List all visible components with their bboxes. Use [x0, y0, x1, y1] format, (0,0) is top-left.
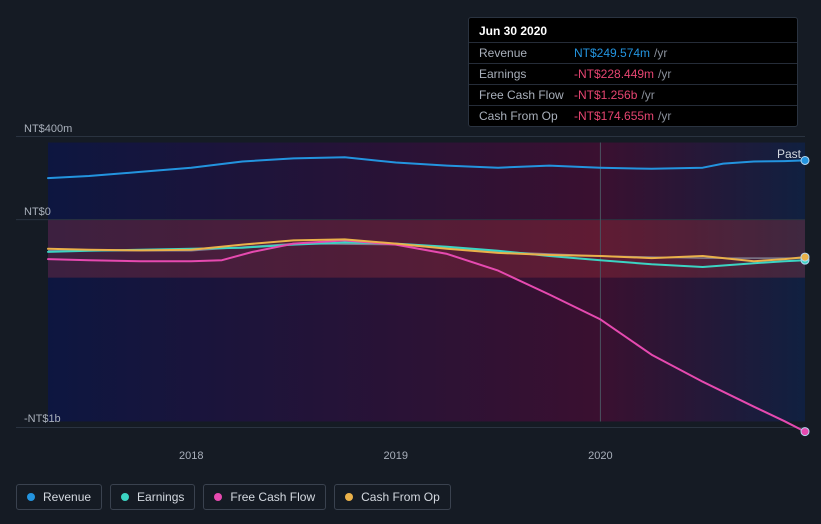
- legend-dot-icon: [214, 493, 222, 501]
- x-axis-label: 2020: [588, 450, 612, 462]
- chart-svg: [16, 122, 805, 442]
- tooltip-metric-label: Revenue: [479, 46, 574, 60]
- tooltip-row: Free Cash Flow-NT$1.256b/yr: [469, 84, 797, 105]
- x-axis-label: 2018: [179, 450, 203, 462]
- financials-chart[interactable]: NT$400mNT$0-NT$1b201820192020Past: [16, 122, 805, 442]
- legend-label: Earnings: [137, 490, 184, 504]
- legend-label: Cash From Op: [361, 490, 440, 504]
- tooltip-metric-value: NT$249.574m: [574, 46, 650, 60]
- legend-item[interactable]: Earnings: [110, 484, 195, 510]
- tooltip-metric-label: Free Cash Flow: [479, 88, 574, 102]
- tooltip-row: Earnings-NT$228.449m/yr: [469, 63, 797, 84]
- tooltip-metric-value: -NT$1.256b: [574, 88, 637, 102]
- tooltip-metric-suffix: /yr: [641, 88, 654, 102]
- tooltip-metric-suffix: /yr: [658, 109, 671, 123]
- legend-item[interactable]: Free Cash Flow: [203, 484, 326, 510]
- tooltip-metric-suffix: /yr: [658, 67, 671, 81]
- legend-item[interactable]: Revenue: [16, 484, 102, 510]
- tooltip-metric-value: -NT$174.655m: [574, 109, 654, 123]
- legend-dot-icon: [27, 493, 35, 501]
- tooltip-row: RevenueNT$249.574m/yr: [469, 42, 797, 63]
- y-axis-label: -NT$1b: [24, 413, 61, 425]
- y-axis-label: NT$0: [24, 206, 51, 218]
- y-axis-label: NT$400m: [24, 123, 72, 135]
- tooltip-metric-label: Earnings: [479, 67, 574, 81]
- tooltip-metric-label: Cash From Op: [479, 109, 574, 123]
- legend-dot-icon: [121, 493, 129, 501]
- tooltip-metric-value: -NT$228.449m: [574, 67, 654, 81]
- past-label: Past: [777, 147, 801, 161]
- chart-tooltip: Jun 30 2020 RevenueNT$249.574m/yrEarning…: [468, 17, 798, 127]
- x-axis-label: 2019: [384, 450, 408, 462]
- tooltip-metric-suffix: /yr: [654, 46, 667, 60]
- legend-dot-icon: [345, 493, 353, 501]
- tooltip-date: Jun 30 2020: [469, 18, 797, 42]
- legend-label: Free Cash Flow: [230, 490, 315, 504]
- chart-legend: Revenue Earnings Free Cash Flow Cash From O…: [16, 484, 451, 510]
- legend-item[interactable]: Cash From Op: [334, 484, 451, 510]
- legend-label: Revenue: [43, 490, 91, 504]
